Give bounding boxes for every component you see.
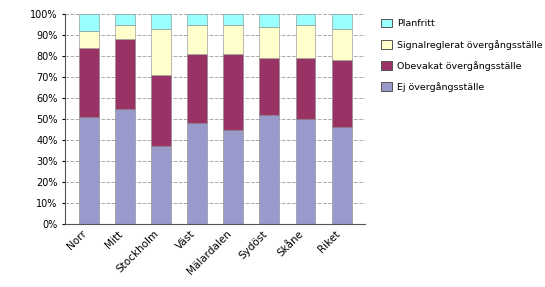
Bar: [79, 48, 99, 117]
Bar: [332, 29, 352, 61]
Bar: [115, 25, 135, 40]
Bar: [295, 119, 316, 224]
Bar: [187, 54, 207, 123]
Bar: [115, 109, 135, 224]
Bar: [295, 14, 316, 25]
Bar: [223, 25, 243, 54]
Bar: [115, 14, 135, 25]
Bar: [79, 14, 99, 31]
Bar: [259, 115, 280, 224]
Bar: [259, 58, 280, 115]
Bar: [223, 54, 243, 130]
Bar: [259, 14, 280, 27]
Bar: [151, 146, 171, 224]
Bar: [187, 25, 207, 54]
Bar: [332, 14, 352, 29]
Bar: [151, 29, 171, 75]
Bar: [187, 123, 207, 224]
Bar: [295, 58, 316, 119]
Bar: [223, 14, 243, 25]
Bar: [187, 14, 207, 25]
Bar: [259, 27, 280, 58]
Bar: [79, 117, 99, 224]
Bar: [115, 40, 135, 109]
Bar: [332, 61, 352, 127]
Bar: [151, 14, 171, 29]
Legend: Planfritt, Signalreglerat övergångsställe, Obevakat övergångsställe, Ej övergång: Planfritt, Signalreglerat övergångsställ…: [379, 17, 544, 94]
Bar: [223, 130, 243, 224]
Bar: [151, 75, 171, 146]
Bar: [332, 127, 352, 224]
Bar: [79, 31, 99, 48]
Bar: [295, 25, 316, 58]
